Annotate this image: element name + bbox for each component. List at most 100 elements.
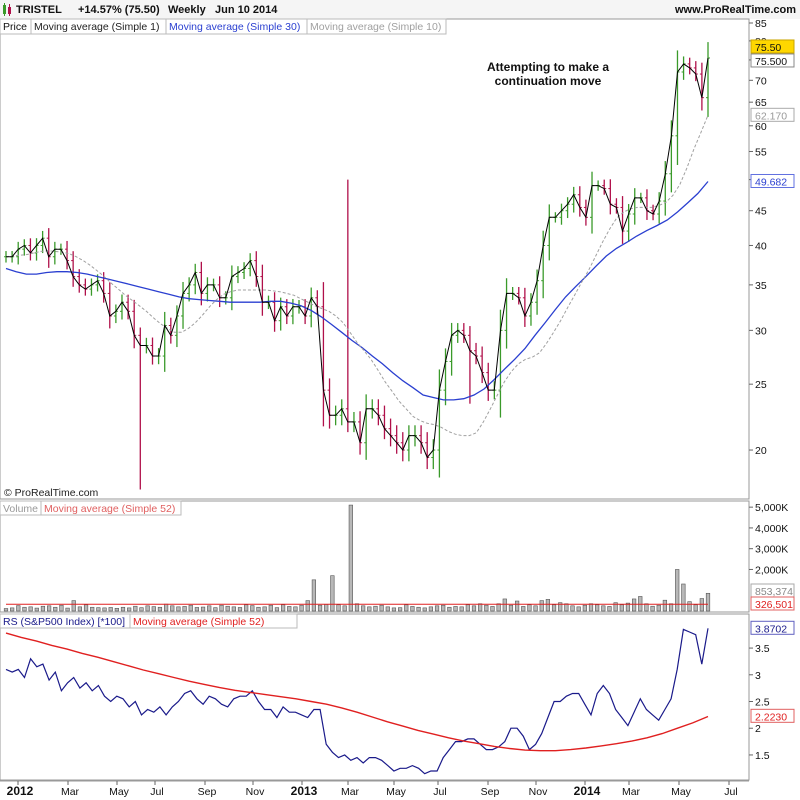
- x-tick-label: Jul: [433, 786, 446, 798]
- volume-bar: [668, 603, 674, 612]
- volume-bar: [237, 607, 243, 612]
- x-tick-label: Jul: [150, 786, 163, 798]
- volume-bar: [133, 605, 138, 612]
- volume-bar: [539, 600, 544, 612]
- volume-bar: [459, 606, 464, 612]
- legend-volume: Volume: [3, 503, 38, 515]
- legend-rs: RS (S&P500 Index) [*100]: [3, 616, 125, 628]
- price-value-labels: 75.50 75.500 62.170 49.682: [750, 39, 795, 188]
- volume-bar: [90, 606, 95, 612]
- legend-ma1: Moving average (Simple 1): [34, 21, 159, 33]
- x-axis: 2012 Mar May Jul Sep Nov 2013 Mar May Jul Sep Nov 20…: [7, 781, 738, 798]
- volume-bar: [515, 600, 520, 612]
- rs-line: [5, 628, 709, 775]
- rs-ma-label-text: 2.2230: [755, 711, 787, 723]
- annotation-line-2: continuation move: [495, 74, 602, 88]
- price-tick-label: 60: [755, 121, 767, 133]
- volume-bar: [662, 599, 667, 612]
- watermark: © ProRealTime.com: [4, 487, 99, 499]
- rs-tick-label: 2: [755, 723, 761, 735]
- volume-bar: [632, 598, 637, 612]
- price-tick-label: 45: [755, 206, 767, 218]
- price-tick-label: 65: [755, 97, 767, 109]
- ticker: TRISTEL: [16, 4, 62, 16]
- volume-bar: [287, 606, 292, 612]
- volume-bar: [22, 606, 27, 612]
- x-tick-label: 2012: [7, 784, 34, 798]
- rs-tick-label: 2.5: [755, 697, 770, 709]
- rs-value-labels: 3.8702 2.2230: [750, 620, 795, 723]
- rs-last-label-text: 3.8702: [755, 623, 787, 635]
- price-tick-label: 55: [755, 146, 767, 158]
- volume-bar: [157, 606, 163, 612]
- rs-tick-label: 1.5: [755, 750, 770, 762]
- x-tick-label: Mar: [622, 786, 641, 798]
- rs-panel: [0, 613, 750, 781]
- x-tick-label: Jul: [724, 786, 737, 798]
- volume-bar: [551, 604, 557, 612]
- volume-bar: [465, 604, 470, 612]
- volume-bar: [582, 604, 587, 612]
- ma30-label: 49.682: [750, 173, 795, 188]
- legend-ma10: Moving average (Simple 10): [310, 21, 441, 33]
- ma1-label-box: [750, 53, 795, 68]
- ma30-label-text: 49.682: [755, 176, 787, 188]
- legend-price: Price: [3, 21, 27, 33]
- volume-bar: [367, 606, 372, 612]
- last-price-label: 75.50: [750, 39, 795, 54]
- volume-bar: [693, 604, 698, 612]
- volume-bar: [108, 607, 113, 612]
- x-tick-label: Mar: [61, 786, 80, 798]
- volume-bar: [471, 605, 477, 612]
- price-tick-label: 20: [755, 445, 767, 457]
- volume-bar: [410, 606, 415, 612]
- volume-bar: [570, 605, 575, 612]
- price-tick-label: 70: [755, 75, 767, 87]
- price-tick-label: 35: [755, 280, 767, 292]
- volume-bar: [71, 600, 76, 612]
- volume-bar: [428, 606, 433, 612]
- x-tick-label: Sep: [481, 786, 500, 798]
- volume-bar: [207, 605, 212, 612]
- volume-legend: Volume Moving average (Simple 52): [0, 500, 182, 516]
- volume-bar: [324, 604, 329, 612]
- volume-bar: [330, 575, 335, 612]
- x-tick-label: 2014: [574, 784, 601, 798]
- volume-bar: [256, 606, 261, 612]
- ma10-line: [5, 115, 709, 437]
- x-tick-label: May: [671, 786, 692, 798]
- volume-bar: [699, 598, 704, 612]
- x-tick-label: Mar: [341, 786, 360, 798]
- period: Weekly: [168, 4, 207, 16]
- volume-bar: [77, 606, 82, 612]
- rs-tick-label: 3.5: [755, 643, 770, 655]
- volume-bar: [274, 607, 280, 612]
- volume-bar: [114, 607, 119, 612]
- volume-bar: [527, 604, 532, 612]
- volume-bar: [225, 605, 230, 612]
- volume-bar: [151, 606, 156, 612]
- volume-bar: [656, 604, 661, 612]
- volume-bar: [484, 604, 489, 612]
- price-lines: [5, 57, 709, 459]
- volume-bar: [47, 605, 52, 612]
- volume-bar: [607, 606, 612, 612]
- volume-bar: [416, 606, 421, 612]
- volume-bar: [182, 606, 187, 612]
- ma30-line: [5, 181, 709, 401]
- volume-bar: [601, 605, 606, 612]
- volume-bar: [10, 607, 15, 612]
- volume-bar: [164, 603, 169, 612]
- volume-bar: [53, 606, 58, 612]
- volume-bar: [262, 606, 267, 612]
- volume-bar: [361, 605, 366, 612]
- volume-bar: [250, 605, 255, 612]
- ma10-label-box: [750, 107, 795, 122]
- last-price-label-box: [750, 39, 795, 54]
- volume-bar: [293, 606, 298, 612]
- volume-bar: [385, 606, 390, 612]
- volume-bar: [354, 603, 360, 612]
- rs-ma52-line: [5, 632, 709, 752]
- volume-bar: [40, 605, 46, 612]
